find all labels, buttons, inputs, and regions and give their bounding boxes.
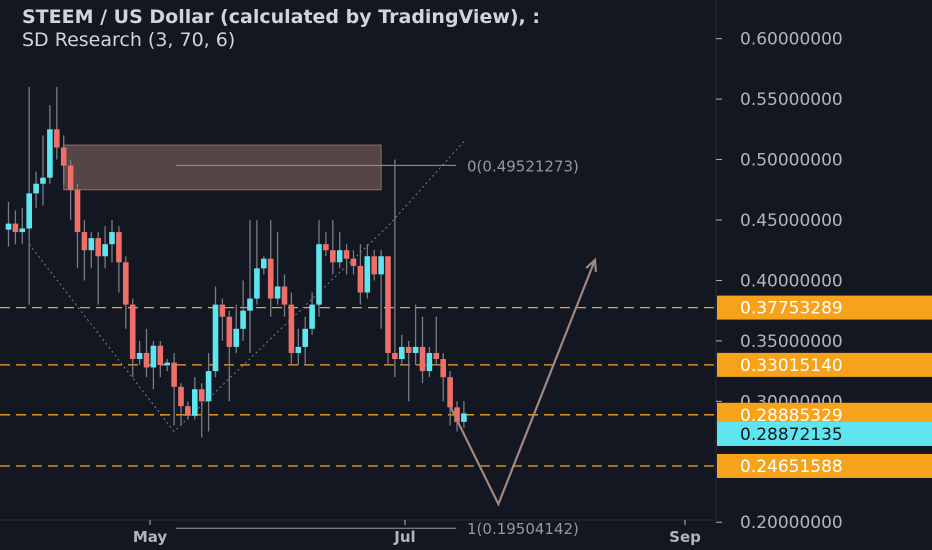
pattern-zigzag	[28, 141, 465, 433]
candle-up	[19, 228, 26, 233]
last-price-tag	[717, 421, 932, 446]
candle-down	[267, 258, 274, 299]
y-tick-label: 0.35000000	[740, 332, 843, 352]
candle-up	[33, 183, 39, 194]
candle-up	[247, 298, 253, 311]
candle-up	[109, 232, 115, 245]
candle-down	[129, 304, 136, 360]
candle-down	[95, 238, 101, 257]
price-level-tag-label: 0.33015140	[740, 356, 843, 376]
candle-down	[198, 389, 205, 402]
chart-title: STEEM / US Dollar (calculated by Trading…	[22, 6, 540, 28]
candle-down	[454, 407, 460, 422]
y-tick-label: 0.50000000	[740, 151, 843, 171]
candle-down	[447, 377, 453, 408]
candle-up	[461, 413, 467, 422]
candle-down	[385, 256, 391, 353]
y-tick-label: 0.60000000	[740, 30, 843, 50]
candle-up	[316, 244, 322, 305]
candle-up	[412, 346, 419, 353]
y-tick-label: 0.45000000	[740, 211, 843, 231]
x-tick-label: Jul	[393, 528, 415, 546]
candle-down	[157, 345, 164, 366]
candle-down	[219, 304, 226, 317]
price-level-tag-label: 0.28885329	[740, 406, 843, 426]
candle-up	[88, 238, 95, 251]
candle-up	[5, 223, 12, 230]
candle-down	[81, 232, 88, 251]
chart-header: STEEM / US Dollar (calculated by Trading…	[22, 6, 540, 52]
candle-up	[136, 352, 143, 360]
projection-arrowhead	[585, 257, 597, 272]
candle-down	[371, 256, 377, 275]
candle-up	[399, 346, 405, 360]
price-level-tag	[717, 352, 932, 377]
candle-up	[240, 310, 246, 329]
candle-up	[378, 256, 384, 275]
candle-up	[261, 258, 267, 269]
candle-down	[12, 223, 19, 233]
candle-down	[60, 147, 67, 166]
candle-up	[26, 193, 32, 229]
candle-down	[281, 286, 288, 305]
x-tick-label: May	[133, 528, 168, 546]
candle-up	[274, 286, 281, 299]
price-level-tag-label: 0.24651588	[740, 457, 843, 477]
candle-down	[419, 346, 426, 372]
candle-down	[433, 352, 440, 360]
candle-up	[336, 250, 343, 263]
indicator-label: SD Research (3, 70, 6)	[22, 29, 236, 51]
candle-up	[192, 389, 198, 416]
price-level-tag	[717, 453, 932, 478]
candle-down	[171, 362, 177, 387]
candle-down	[74, 189, 81, 233]
candle-down	[330, 250, 336, 263]
candle-up	[426, 352, 433, 372]
candle-down	[54, 129, 60, 148]
last-price-label: 0.28872135	[740, 425, 843, 445]
candle-down	[440, 359, 446, 378]
candle-down	[357, 265, 364, 293]
candle-down	[226, 316, 233, 347]
candle-up	[102, 244, 108, 257]
candle-down	[143, 352, 150, 368]
candle-up	[164, 362, 170, 366]
candle-up	[295, 346, 302, 353]
candle-down	[116, 232, 122, 263]
candle-up	[233, 328, 239, 347]
y-tick-label: 0.55000000	[740, 90, 843, 110]
candle-up	[40, 177, 46, 184]
candle-down	[178, 386, 184, 407]
supply-zone	[63, 144, 382, 191]
y-tick-label: 0.40000000	[740, 271, 843, 291]
fib-label: 1(0.19504142)	[467, 520, 579, 538]
x-tick-label: Sep	[669, 528, 701, 546]
y-tick-label: 0.20000000	[740, 513, 843, 533]
candle-down	[392, 352, 398, 360]
candle-down	[288, 304, 295, 353]
candle-up	[205, 371, 212, 402]
candle-down	[323, 244, 329, 251]
projection-path	[449, 259, 597, 507]
candle-down	[123, 262, 129, 305]
candle-up	[254, 268, 260, 299]
candle-up	[309, 304, 315, 329]
candle-down	[350, 258, 357, 266]
price-level-tag	[717, 295, 932, 320]
candle-down	[405, 346, 412, 353]
candle-up	[47, 129, 53, 178]
candle-down	[67, 165, 74, 190]
price-level-tag-label: 0.37753289	[740, 299, 843, 319]
candle-up	[150, 345, 157, 368]
candle-down	[185, 406, 191, 416]
candle-up	[212, 304, 219, 372]
candle-down	[343, 250, 350, 259]
fib-label: 0(0.49521273)	[467, 157, 579, 175]
candle-up	[302, 328, 308, 347]
candle-up	[364, 256, 371, 293]
